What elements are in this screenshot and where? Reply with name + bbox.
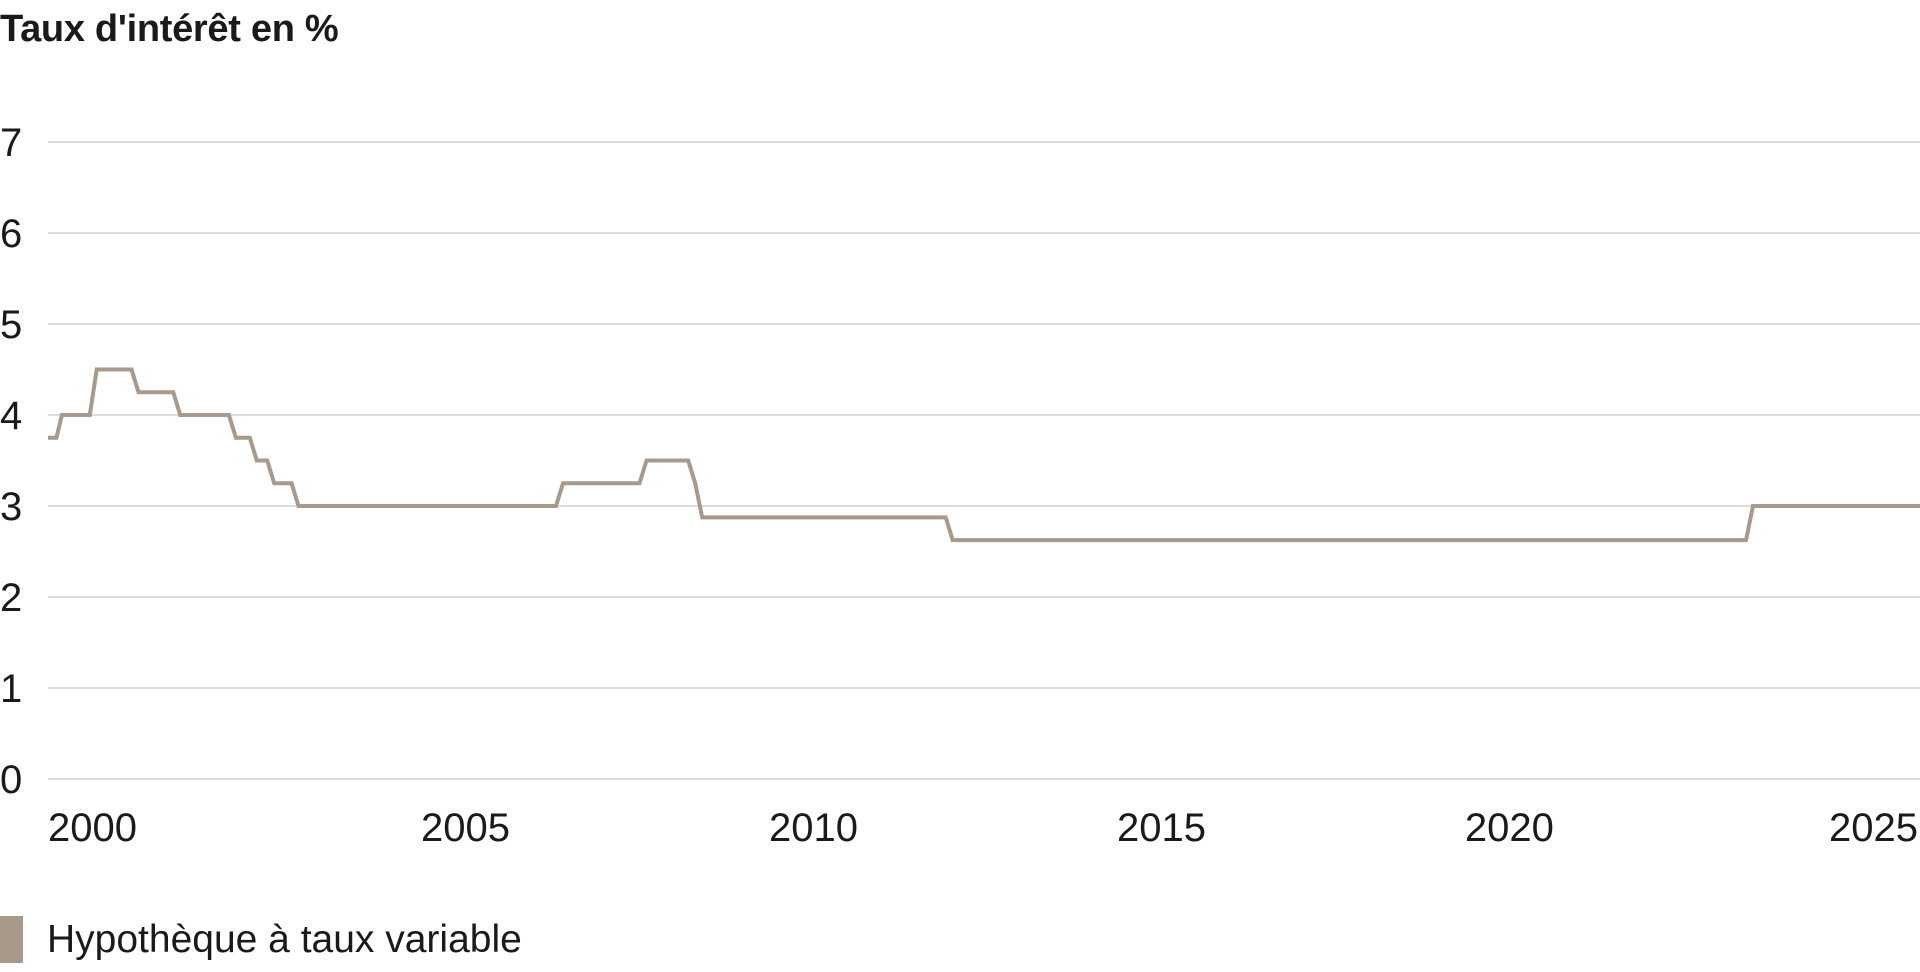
- x-tick-label: 2000: [48, 806, 137, 850]
- y-tick-label: 5: [0, 303, 22, 347]
- x-tick-label: 2010: [769, 806, 858, 850]
- y-tick-label: 0: [0, 758, 22, 802]
- y-tick-label: 3: [0, 485, 22, 529]
- legend: Hypothèque à taux variable: [0, 916, 522, 963]
- y-tick-label: 4: [0, 394, 22, 438]
- chart-title: Taux d'intérêt en %: [0, 8, 339, 50]
- x-tick-label: 2015: [1117, 806, 1206, 850]
- x-tick-label: 2025: [1829, 806, 1918, 850]
- x-axis-ticks: 2000 2005 2010 2015 2020 2025: [48, 806, 1918, 850]
- y-tick-label: 7: [0, 121, 22, 165]
- gridlines: [48, 141, 1920, 780]
- y-tick-label: 6: [0, 212, 22, 256]
- legend-swatch: [0, 916, 23, 963]
- series-line: [48, 367, 1920, 543]
- legend-label: Hypothèque à taux variable: [47, 917, 522, 961]
- x-tick-label: 2005: [421, 806, 510, 850]
- y-axis-ticks: 0 1 2 3 4 5 6 7: [0, 121, 22, 802]
- x-tick-label: 2020: [1465, 806, 1554, 850]
- y-tick-label: 2: [0, 576, 22, 620]
- series-layer: [48, 367, 1920, 543]
- y-tick-label: 1: [0, 667, 22, 711]
